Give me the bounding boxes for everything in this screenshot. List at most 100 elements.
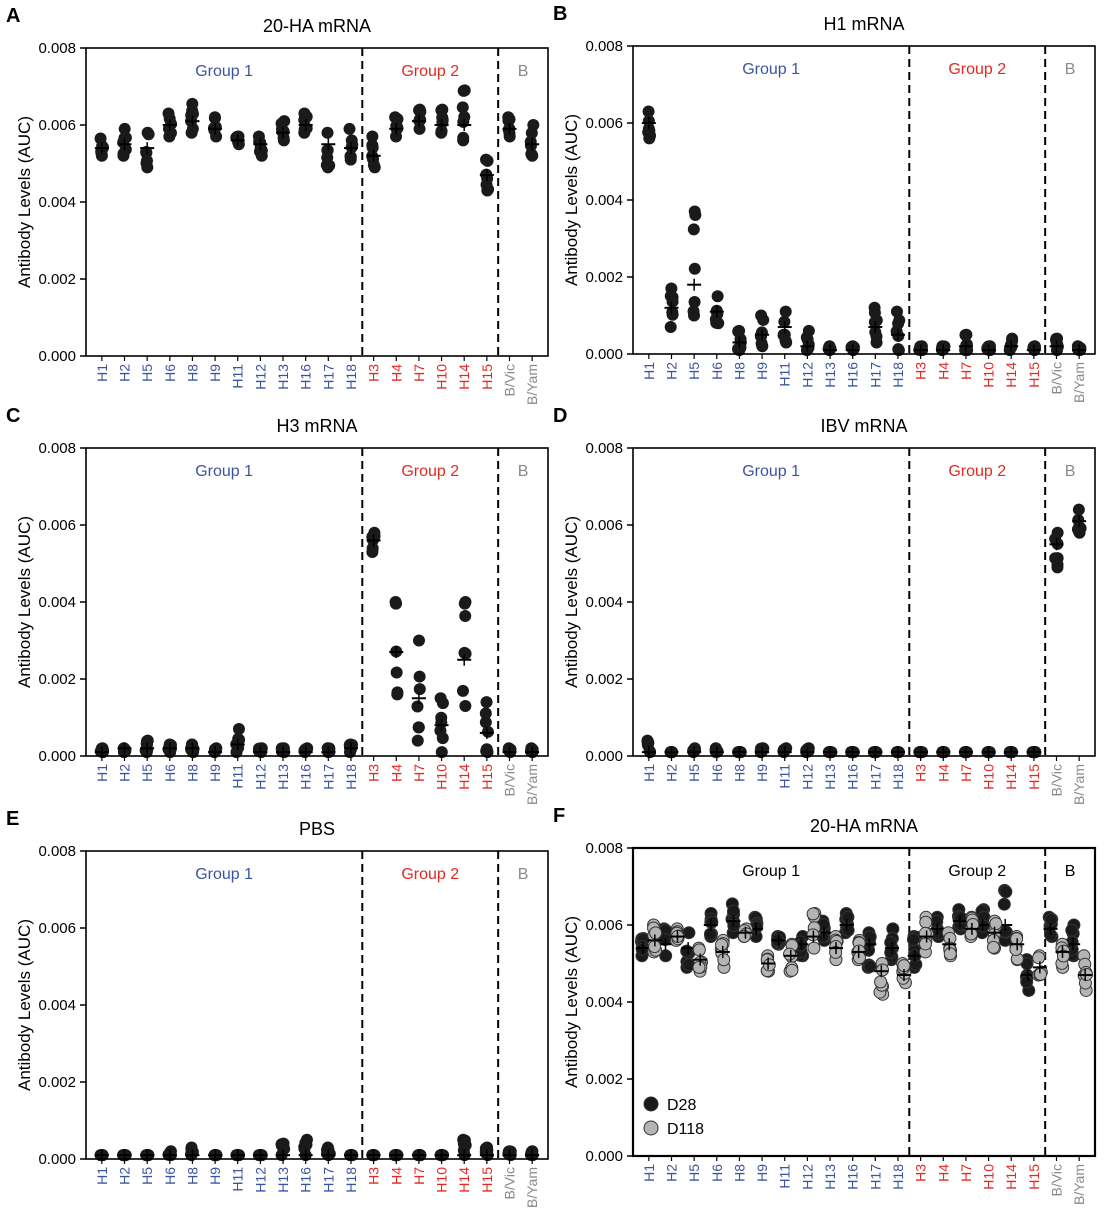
- legend-marker: [643, 1120, 659, 1136]
- data-point: [389, 597, 402, 610]
- group-label: Group 1: [742, 61, 800, 78]
- y-tick-label: 0.006: [585, 917, 623, 934]
- x-tick-label: H3: [913, 764, 929, 782]
- data-point: [436, 111, 449, 124]
- data-point-d28: [841, 923, 855, 937]
- x-tick-label: H5: [686, 1164, 702, 1182]
- x-tick-label: H10: [434, 1167, 450, 1193]
- data-point: [503, 113, 516, 126]
- x-tick-label: H18: [890, 764, 906, 790]
- data-point: [435, 746, 448, 759]
- x-tick-label: H9: [754, 764, 770, 782]
- x-tick-label: H5: [686, 362, 702, 380]
- y-tick-label: 0.008: [38, 40, 76, 57]
- x-tick-label: H12: [252, 364, 268, 390]
- data-point: [778, 328, 791, 341]
- panel-letter: A: [6, 5, 20, 27]
- data-point: [689, 209, 702, 222]
- data-point-d28: [680, 944, 694, 958]
- plot-frame: [632, 45, 1096, 355]
- panel-letter: F: [553, 805, 565, 827]
- x-tick-label: H17: [867, 1164, 883, 1190]
- data-point: [479, 716, 492, 729]
- data-point-d118: [876, 963, 890, 977]
- x-tick-label: H3: [366, 1167, 382, 1185]
- group-label: Group 1: [742, 463, 800, 480]
- x-tick-label: H9: [754, 362, 770, 380]
- x-tick-label: H13: [275, 764, 291, 790]
- x-tick-label: H7: [958, 1164, 974, 1182]
- data-point: [186, 107, 199, 120]
- data-point-d118: [1056, 949, 1070, 963]
- y-tick-label: 0.006: [38, 920, 76, 937]
- x-tick-label: H4: [388, 364, 404, 382]
- x-tick-label: H7: [958, 362, 974, 380]
- group-label: Group 2: [401, 866, 459, 883]
- group-label: Group 1: [195, 63, 253, 80]
- data-point: [140, 146, 153, 159]
- panel-c: C H3 mRNA Antibody Levels (AUC) 0.000 0.002 0…: [6, 405, 549, 805]
- group-label: Group 2: [948, 61, 1006, 78]
- data-point: [458, 111, 471, 124]
- data-point-d28: [863, 930, 877, 944]
- data-point: [479, 707, 492, 720]
- x-tick-label: B/Yam: [524, 364, 540, 405]
- data-point: [367, 158, 380, 171]
- y-tick-label: 0.004: [38, 594, 76, 611]
- data-point: [411, 734, 424, 747]
- x-tick-label: H15: [479, 764, 495, 790]
- data-point-d118: [762, 958, 776, 972]
- panel-title: PBS: [299, 819, 335, 839]
- x-tick-label: H4: [935, 362, 951, 380]
- legend-marker: [643, 1096, 659, 1112]
- y-tick-label: 0.008: [38, 440, 76, 457]
- x-tick-label: B/Vic: [502, 1167, 518, 1199]
- x-tick-label: H2: [664, 1164, 680, 1182]
- x-tick-label: H1: [641, 362, 657, 380]
- y-tick-label: 0.000: [38, 1151, 76, 1168]
- x-tick-label: B/Vic: [1049, 1164, 1065, 1196]
- y-tick-label: 0.002: [585, 269, 623, 286]
- x-tick-label: H5: [139, 1167, 155, 1185]
- data-point: [1051, 558, 1064, 571]
- x-tick-label: H18: [890, 1164, 906, 1190]
- data-point: [119, 143, 132, 156]
- x-tick-label: H3: [913, 1164, 929, 1182]
- legend-label: D118: [667, 1121, 704, 1138]
- x-tick-label: H12: [252, 1167, 268, 1193]
- x-tick-label: H16: [298, 764, 314, 790]
- data-point: [118, 122, 131, 135]
- y-tick-label: 0.004: [38, 194, 76, 211]
- y-tick-label: 0.008: [585, 840, 623, 857]
- data-point: [642, 126, 655, 139]
- data-point: [524, 135, 537, 148]
- data-point: [413, 113, 426, 126]
- data-point-d118: [918, 937, 932, 951]
- data-point-d118: [806, 907, 820, 921]
- group-label: B: [1065, 863, 1076, 880]
- data-point: [298, 1140, 311, 1153]
- y-tick-label: 0.002: [38, 1074, 76, 1091]
- x-tick-label: H9: [207, 364, 223, 382]
- data-point: [346, 138, 359, 151]
- x-tick-label: H2: [117, 1167, 133, 1185]
- x-tick-label: H14: [1003, 764, 1019, 790]
- x-tick-label: H5: [139, 364, 155, 382]
- x-tick-label: H2: [117, 364, 133, 382]
- data-point-d28: [863, 959, 877, 973]
- x-tick-label: H2: [664, 764, 680, 782]
- x-tick-label: H7: [411, 764, 427, 782]
- data-point: [457, 84, 470, 97]
- group-label: Group 2: [401, 63, 459, 80]
- y-tick-label: 0.000: [38, 748, 76, 765]
- data-point: [845, 341, 858, 354]
- data-point: [208, 112, 221, 125]
- x-tick-label: B/Vic: [502, 764, 518, 796]
- panel-title: 20-HA mRNA: [810, 816, 918, 836]
- x-tick-label: H17: [320, 764, 336, 790]
- y-axis-label: Antibody Levels (AUC): [562, 916, 581, 1088]
- x-tick-label: H15: [479, 1167, 495, 1193]
- data-point: [959, 328, 972, 341]
- data-point: [209, 744, 222, 757]
- y-tick-label: 0.008: [38, 843, 76, 860]
